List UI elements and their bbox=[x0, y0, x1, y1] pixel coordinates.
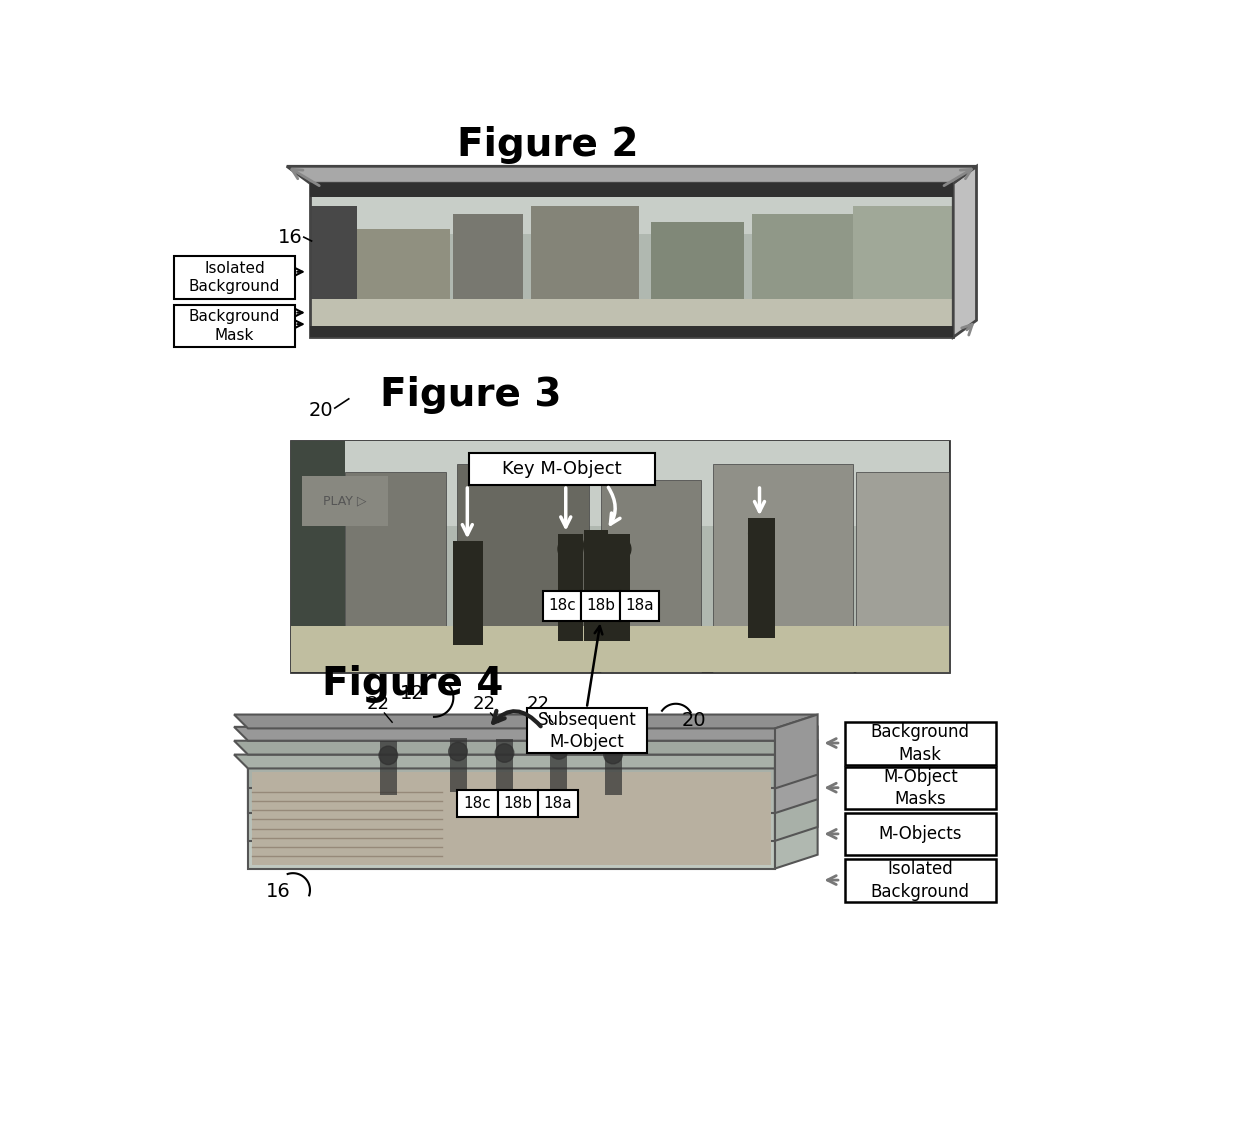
FancyBboxPatch shape bbox=[458, 790, 497, 817]
FancyBboxPatch shape bbox=[527, 708, 647, 753]
FancyBboxPatch shape bbox=[538, 790, 578, 817]
Text: 18c: 18c bbox=[548, 598, 575, 613]
FancyBboxPatch shape bbox=[310, 325, 954, 337]
FancyBboxPatch shape bbox=[605, 741, 621, 795]
Circle shape bbox=[379, 746, 398, 765]
FancyBboxPatch shape bbox=[497, 790, 538, 817]
FancyBboxPatch shape bbox=[651, 222, 744, 337]
Circle shape bbox=[604, 746, 622, 764]
Text: Figure 3: Figure 3 bbox=[379, 376, 562, 415]
FancyBboxPatch shape bbox=[531, 207, 640, 337]
FancyBboxPatch shape bbox=[252, 772, 771, 864]
Text: 20: 20 bbox=[309, 401, 334, 420]
Circle shape bbox=[749, 521, 774, 546]
FancyBboxPatch shape bbox=[449, 738, 466, 791]
Text: Background
Mask: Background Mask bbox=[870, 723, 970, 764]
FancyBboxPatch shape bbox=[582, 592, 620, 620]
Circle shape bbox=[456, 545, 481, 569]
FancyBboxPatch shape bbox=[620, 592, 658, 620]
Circle shape bbox=[495, 743, 513, 762]
FancyBboxPatch shape bbox=[290, 626, 950, 673]
Text: 16: 16 bbox=[278, 227, 303, 247]
Circle shape bbox=[606, 537, 631, 562]
Text: 22: 22 bbox=[527, 695, 551, 713]
Polygon shape bbox=[234, 755, 817, 769]
FancyBboxPatch shape bbox=[345, 472, 445, 673]
Text: Figure 2: Figure 2 bbox=[458, 126, 639, 164]
Text: 22: 22 bbox=[367, 695, 389, 713]
Polygon shape bbox=[234, 741, 817, 755]
FancyBboxPatch shape bbox=[248, 769, 775, 869]
FancyBboxPatch shape bbox=[454, 541, 482, 645]
FancyBboxPatch shape bbox=[175, 305, 295, 347]
Polygon shape bbox=[954, 167, 977, 337]
FancyBboxPatch shape bbox=[303, 476, 387, 525]
Text: 18b: 18b bbox=[503, 796, 532, 811]
FancyBboxPatch shape bbox=[748, 518, 775, 637]
FancyBboxPatch shape bbox=[844, 722, 996, 765]
FancyBboxPatch shape bbox=[469, 452, 655, 485]
FancyBboxPatch shape bbox=[751, 214, 892, 337]
FancyBboxPatch shape bbox=[844, 813, 996, 855]
Polygon shape bbox=[234, 715, 817, 729]
FancyBboxPatch shape bbox=[310, 183, 954, 198]
Text: 18c: 18c bbox=[464, 796, 491, 811]
FancyBboxPatch shape bbox=[310, 299, 954, 337]
FancyBboxPatch shape bbox=[357, 230, 449, 337]
Polygon shape bbox=[775, 741, 817, 841]
Circle shape bbox=[549, 741, 568, 759]
FancyBboxPatch shape bbox=[310, 183, 954, 337]
Text: 18a: 18a bbox=[543, 796, 573, 811]
FancyBboxPatch shape bbox=[290, 441, 345, 673]
FancyBboxPatch shape bbox=[713, 465, 853, 673]
Circle shape bbox=[558, 537, 583, 562]
FancyBboxPatch shape bbox=[175, 257, 295, 299]
FancyBboxPatch shape bbox=[310, 183, 954, 234]
Circle shape bbox=[449, 742, 467, 761]
FancyBboxPatch shape bbox=[248, 741, 775, 813]
FancyBboxPatch shape bbox=[379, 741, 397, 795]
FancyBboxPatch shape bbox=[290, 441, 950, 673]
FancyBboxPatch shape bbox=[248, 755, 775, 841]
FancyBboxPatch shape bbox=[606, 533, 630, 642]
FancyBboxPatch shape bbox=[454, 214, 523, 337]
Text: 18a: 18a bbox=[625, 598, 653, 613]
Text: 20: 20 bbox=[682, 711, 707, 730]
Text: M-Objects: M-Objects bbox=[879, 826, 962, 843]
FancyBboxPatch shape bbox=[310, 207, 357, 337]
FancyBboxPatch shape bbox=[584, 530, 609, 642]
FancyBboxPatch shape bbox=[844, 859, 996, 902]
Polygon shape bbox=[234, 726, 817, 741]
FancyBboxPatch shape bbox=[853, 207, 954, 337]
Text: Subsequent
M-Object: Subsequent M-Object bbox=[538, 710, 636, 750]
Polygon shape bbox=[775, 726, 817, 813]
Text: 16: 16 bbox=[265, 882, 290, 901]
FancyBboxPatch shape bbox=[600, 480, 702, 673]
FancyBboxPatch shape bbox=[458, 465, 589, 673]
Text: Figure 4: Figure 4 bbox=[321, 665, 503, 703]
FancyBboxPatch shape bbox=[290, 441, 950, 525]
FancyBboxPatch shape bbox=[551, 737, 567, 790]
Text: Background
Mask: Background Mask bbox=[188, 309, 280, 343]
Text: 18b: 18b bbox=[587, 598, 615, 613]
Polygon shape bbox=[775, 755, 817, 869]
FancyBboxPatch shape bbox=[558, 533, 583, 642]
Text: Isolated
Background: Isolated Background bbox=[870, 860, 970, 901]
Text: Isolated
Background: Isolated Background bbox=[188, 260, 280, 295]
Polygon shape bbox=[775, 715, 817, 788]
FancyBboxPatch shape bbox=[496, 739, 513, 793]
FancyBboxPatch shape bbox=[543, 592, 582, 620]
Text: M-Object
Masks: M-Object Masks bbox=[883, 767, 957, 809]
Text: Key M-Object: Key M-Object bbox=[502, 460, 621, 477]
Text: PLAY ▷: PLAY ▷ bbox=[324, 494, 367, 508]
Text: 12: 12 bbox=[401, 684, 424, 703]
FancyBboxPatch shape bbox=[248, 729, 775, 788]
Circle shape bbox=[584, 533, 609, 557]
FancyBboxPatch shape bbox=[844, 767, 996, 810]
Polygon shape bbox=[286, 167, 977, 183]
Text: 22: 22 bbox=[472, 695, 496, 713]
FancyBboxPatch shape bbox=[857, 472, 950, 673]
